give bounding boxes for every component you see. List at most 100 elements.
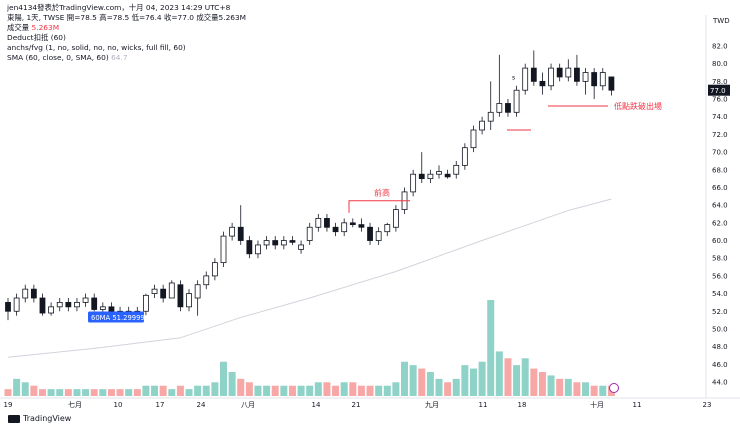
symbol-ohlc: 東陽, 1天, TWSE 開=78.5 高=78.5 低=76.4 收=77.0… [7, 13, 247, 22]
candle[interactable] [384, 224, 391, 233]
volume-bar [349, 382, 357, 396]
candle[interactable] [263, 240, 270, 246]
volume-bar [340, 382, 348, 396]
candle[interactable] [565, 67, 572, 78]
candle[interactable] [591, 72, 598, 87]
candle[interactable] [99, 306, 106, 310]
time-tick-label: 八月 [241, 401, 255, 409]
volume-bar [409, 365, 417, 396]
volume-bar [375, 385, 383, 396]
fvg-legend[interactable]: anchs/fvg (1, no, solid, no, no, wicks, … [7, 43, 186, 52]
candle[interactable] [315, 218, 322, 228]
price-tick-label: 62.0 [712, 219, 728, 227]
candle[interactable] [349, 222, 356, 226]
candle[interactable] [332, 226, 339, 233]
candle[interactable] [13, 297, 20, 312]
time-tick-label: 23 [703, 401, 712, 409]
candle[interactable] [91, 297, 98, 310]
candle[interactable] [108, 306, 115, 312]
candle[interactable] [341, 222, 348, 233]
candle[interactable] [56, 302, 63, 308]
candle[interactable] [82, 297, 89, 303]
volume-bar [306, 385, 314, 396]
volume-bar [116, 389, 124, 396]
candle[interactable] [220, 235, 227, 264]
candle[interactable] [246, 240, 253, 255]
candle[interactable] [599, 72, 606, 87]
candle[interactable] [272, 240, 279, 246]
volume-bar [288, 385, 296, 396]
candle[interactable] [30, 288, 37, 299]
alert-marker-icon[interactable] [609, 383, 619, 393]
candle[interactable] [358, 224, 365, 228]
candle[interactable] [151, 288, 158, 294]
candle[interactable] [505, 103, 511, 113]
price-tick-label: 58.0 [712, 255, 728, 263]
candle[interactable] [418, 173, 425, 180]
candle[interactable] [298, 244, 304, 250]
candle[interactable] [453, 164, 460, 175]
candle[interactable] [582, 72, 589, 82]
candle[interactable] [324, 218, 330, 228]
candle[interactable] [392, 209, 399, 228]
candle[interactable] [427, 173, 434, 180]
candle[interactable] [410, 173, 417, 193]
volume-value: 5.263M [31, 23, 60, 32]
volume-bar [56, 389, 64, 396]
sma-legend[interactable]: SMA (60, close, 0, SMA, 60) 64.7 [7, 53, 246, 63]
price-tick-label: 56.0 [712, 272, 728, 280]
candle[interactable] [496, 103, 503, 113]
candle[interactable] [487, 111, 494, 122]
volume-bar [418, 368, 426, 396]
candle[interactable] [436, 171, 442, 175]
deduct-legend[interactable]: Deduct扣抵 (60) [7, 33, 66, 42]
candle[interactable] [608, 76, 615, 91]
candle[interactable] [461, 147, 468, 166]
candle[interactable] [177, 284, 184, 308]
candle[interactable] [367, 226, 373, 241]
candle[interactable] [289, 240, 296, 243]
candle[interactable] [143, 294, 149, 312]
candle[interactable] [74, 302, 80, 308]
candle[interactable] [22, 288, 29, 299]
candle[interactable] [556, 67, 563, 78]
candle[interactable] [530, 67, 537, 82]
candle[interactable] [186, 293, 192, 308]
candle[interactable] [168, 282, 175, 299]
candle[interactable] [548, 67, 554, 87]
candle[interactable] [513, 89, 520, 113]
candle[interactable] [160, 288, 167, 299]
volume-bar [142, 385, 150, 396]
currency-label: TWD [713, 17, 730, 25]
candle[interactable] [470, 129, 477, 149]
candle[interactable] [306, 226, 313, 241]
volume-bar [314, 382, 322, 396]
candle[interactable] [229, 226, 236, 237]
candle[interactable] [65, 302, 72, 308]
candle[interactable] [194, 284, 201, 299]
candle[interactable] [444, 173, 451, 178]
price-tick-label: 70.0 [712, 149, 728, 157]
volume-bar [99, 389, 107, 396]
volume-bar [383, 385, 391, 396]
candle[interactable] [39, 297, 46, 314]
candle[interactable] [255, 244, 261, 255]
price-tick-label: 76.0 [712, 96, 728, 104]
candle[interactable] [237, 226, 244, 241]
time-tick-label: 21 [352, 401, 361, 409]
candle[interactable] [479, 120, 486, 131]
ma-badge [88, 311, 144, 323]
time-tick-label: 17 [156, 401, 165, 409]
candle[interactable] [375, 231, 382, 241]
candle[interactable] [280, 240, 287, 246]
candle[interactable] [211, 262, 218, 277]
volume-bar [478, 361, 486, 396]
candle[interactable] [203, 275, 210, 286]
candle[interactable] [5, 302, 11, 312]
s-marker: s [512, 75, 515, 82]
candle[interactable] [574, 67, 580, 82]
candle[interactable] [48, 306, 54, 314]
candle[interactable] [539, 80, 546, 87]
candle[interactable] [522, 67, 529, 91]
